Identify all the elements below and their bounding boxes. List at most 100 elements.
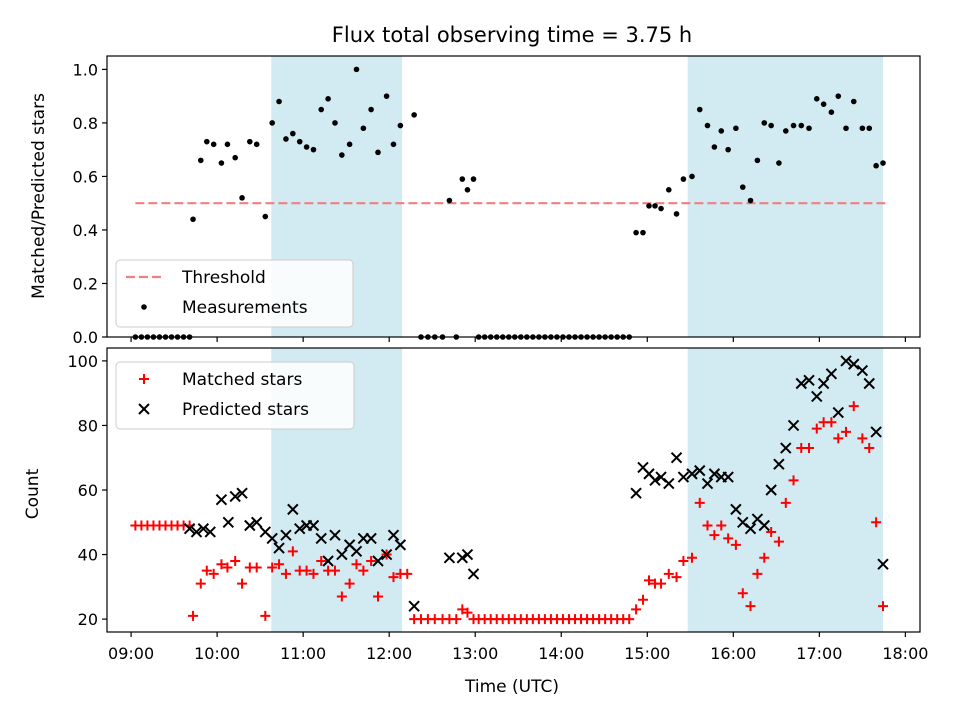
legend-label: Measurements: [182, 298, 308, 318]
data-point: [880, 160, 886, 166]
data-point: [624, 614, 635, 625]
data-point: [665, 187, 672, 193]
data-point: [644, 575, 654, 586]
y-tick-label: 0.2: [73, 274, 98, 293]
x-tick-label: 13:00: [452, 644, 498, 663]
shaded-interval: [687, 348, 884, 632]
data-point: [671, 572, 682, 583]
data-point: [467, 568, 480, 580]
data-point: [694, 497, 705, 508]
data-point: [397, 122, 404, 129]
data-point: [237, 578, 248, 589]
data-point: [795, 377, 807, 390]
y-tick-label: 0.0: [73, 328, 98, 347]
data-point: [188, 610, 199, 621]
data-point: [346, 141, 353, 148]
data-point: [864, 443, 875, 454]
shaded-interval: [687, 56, 884, 337]
data-point: [832, 406, 844, 419]
y-tick-label: 80: [78, 416, 98, 435]
data-point: [402, 568, 413, 579]
data-point: [694, 464, 706, 477]
data-point: [744, 523, 757, 535]
data-point: [290, 130, 296, 137]
data-point: [870, 426, 882, 438]
data-point: [658, 205, 664, 212]
data-point: [253, 141, 260, 148]
data-point: [303, 144, 310, 150]
data-point: [803, 374, 815, 386]
y-tick-label: 100: [67, 352, 98, 371]
x-tick-label: 11:00: [280, 644, 326, 663]
data-point: [190, 216, 196, 223]
x-tick-label: 17:00: [796, 644, 842, 663]
data-point: [368, 106, 374, 113]
data-point: [318, 106, 325, 113]
data-point: [244, 519, 256, 532]
data-point: [316, 556, 327, 566]
data-point: [283, 136, 289, 142]
data-point: [649, 474, 661, 487]
data-point: [663, 477, 675, 490]
data-point: [776, 160, 782, 166]
data-point: [680, 176, 687, 182]
data-point: [640, 229, 646, 236]
x-axis-label: Time (UTC): [464, 677, 559, 697]
data-point: [360, 125, 367, 132]
data-point: [351, 559, 362, 570]
data-point: [239, 195, 245, 201]
data-point: [190, 526, 203, 538]
data-point: [232, 154, 238, 161]
legend-label: Threshold: [181, 268, 266, 288]
data-point: [250, 516, 263, 528]
data-point: [687, 552, 698, 563]
data-point: [873, 162, 879, 169]
axes-frame: [106, 55, 921, 338]
data-point: [451, 614, 462, 625]
x-tick-label: 15:00: [624, 644, 670, 663]
data-point: [806, 125, 812, 132]
data-point: [646, 203, 652, 209]
data-point: [336, 591, 347, 602]
data-point: [857, 433, 868, 444]
data-point: [287, 503, 299, 516]
data-point: [733, 125, 739, 132]
data-point: [260, 610, 271, 621]
data-point: [725, 146, 731, 153]
data-point: [446, 197, 453, 204]
y-tick-label: 20: [78, 610, 98, 629]
data-point: [766, 526, 777, 537]
data-point: [387, 529, 400, 541]
data-point: [689, 173, 695, 180]
data-point: [195, 578, 206, 589]
data-point: [637, 594, 648, 605]
data-point: [761, 120, 768, 126]
data-point: [673, 211, 680, 217]
data-point: [871, 517, 882, 528]
data-point: [274, 559, 285, 570]
data-point: [722, 471, 734, 483]
data-point: [224, 141, 231, 148]
data-point: [373, 591, 383, 602]
data-point: [758, 519, 770, 532]
data-point: [273, 542, 285, 554]
data-point: [266, 532, 278, 545]
data-point: [811, 390, 823, 403]
data-point: [276, 98, 282, 105]
data-point: [856, 364, 869, 377]
legend-key: [139, 374, 149, 384]
data-point: [798, 122, 805, 129]
data-point: [848, 358, 860, 370]
data-point: [470, 176, 477, 182]
data-point: [678, 556, 689, 566]
data-point: [267, 562, 278, 573]
data-point: [390, 141, 397, 148]
data-point: [350, 545, 363, 558]
data-point: [208, 568, 219, 579]
data-point: [365, 532, 377, 545]
data-point: [353, 66, 360, 73]
data-point: [656, 578, 667, 589]
data-point: [388, 572, 399, 583]
data-point: [773, 458, 785, 470]
data-point: [218, 160, 225, 166]
